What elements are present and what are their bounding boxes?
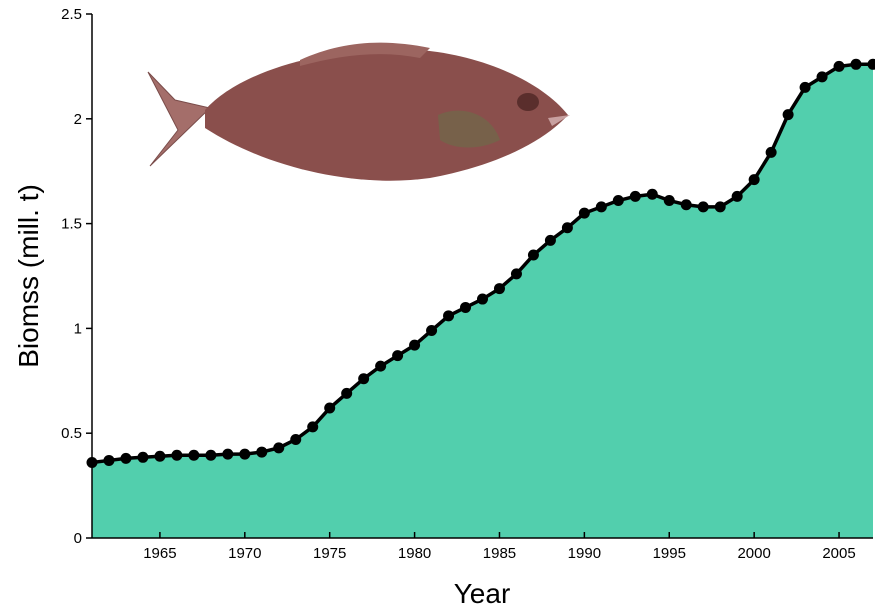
point [222, 448, 234, 460]
y-tick-label: 1 [74, 320, 82, 337]
x-axis-label: Year [454, 578, 511, 609]
point [561, 222, 573, 234]
point [578, 207, 590, 219]
point [697, 201, 709, 213]
point [171, 449, 183, 461]
y-axis-label: Biomss (mill. t) [13, 184, 44, 368]
point [850, 58, 862, 70]
point [867, 58, 875, 70]
point [477, 293, 488, 305]
y-tick-label: 1.5 [61, 216, 82, 233]
y-tick-label: 2 [74, 111, 82, 128]
point [714, 201, 726, 213]
x-tick-label: 1980 [398, 545, 431, 562]
point [782, 109, 794, 121]
point [460, 301, 472, 313]
x-tick-label: 2005 [822, 545, 855, 562]
point [443, 310, 455, 322]
point [493, 283, 505, 295]
plot [86, 58, 875, 538]
point [646, 188, 658, 200]
point [375, 360, 387, 372]
point [799, 81, 811, 93]
y-tick-label: 2.5 [61, 6, 82, 23]
point [510, 268, 522, 280]
point [426, 324, 438, 336]
point [527, 249, 539, 261]
point [103, 454, 115, 466]
fish-illustration [147, 42, 570, 181]
point [341, 387, 353, 399]
point [663, 195, 675, 207]
point [205, 449, 217, 461]
point [833, 60, 845, 72]
point [307, 421, 319, 433]
point [239, 448, 251, 460]
point [256, 446, 268, 458]
point [680, 199, 692, 211]
x-tick-label: 2000 [737, 545, 770, 562]
x-tick-label: 1970 [228, 545, 261, 562]
point [544, 234, 556, 246]
x-tick-label: 1965 [143, 545, 176, 562]
point [324, 402, 336, 414]
point [273, 442, 285, 454]
point [188, 449, 200, 461]
point [137, 451, 149, 463]
point [120, 452, 132, 464]
point [358, 373, 370, 385]
point [629, 190, 641, 202]
point [816, 71, 828, 83]
x-tick-label: 1990 [568, 545, 601, 562]
point [595, 201, 607, 213]
x-tick-label: 1975 [313, 545, 346, 562]
point [154, 450, 166, 462]
point [765, 146, 777, 158]
point [731, 190, 743, 202]
point [409, 339, 421, 351]
point [290, 433, 302, 445]
y-tick-label: 0.5 [61, 425, 82, 442]
y-tick-label: 0 [74, 530, 82, 547]
x-tick-label: 1985 [483, 545, 516, 562]
point [612, 195, 624, 207]
point [748, 174, 760, 186]
point [392, 350, 404, 362]
x-tick-label: 1995 [653, 545, 686, 562]
